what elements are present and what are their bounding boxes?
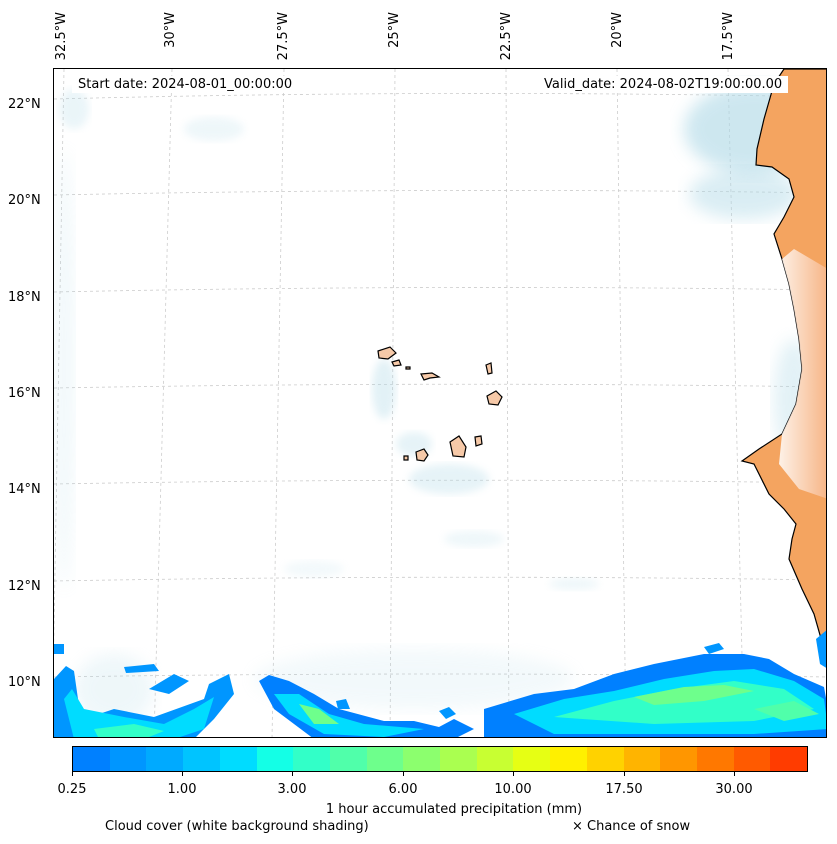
gridline-lat bbox=[54, 287, 826, 293]
colorbar-segment bbox=[513, 747, 551, 771]
colorbar-segment bbox=[293, 747, 330, 771]
island-maio bbox=[474, 435, 483, 447]
colorbar-segment bbox=[329, 747, 367, 771]
gridline-lat bbox=[54, 673, 826, 678]
lat-tick-label: 22°N bbox=[8, 97, 41, 112]
lon-tick-label: 22.5°W bbox=[499, 12, 514, 61]
map-canvas bbox=[54, 69, 826, 737]
colorbar-tick-label: 17.50 bbox=[605, 782, 643, 797]
start-date-label: Start date: 2024-08-01_00:00:00 bbox=[72, 76, 299, 93]
gridline-lon bbox=[389, 69, 396, 737]
island-sal bbox=[485, 362, 493, 375]
colorbar-tick-label: 30.00 bbox=[715, 782, 753, 797]
colorbar-segment bbox=[770, 747, 808, 771]
colorbar-segment bbox=[550, 747, 587, 771]
precipitation-bands bbox=[54, 630, 826, 737]
colorbar-tick-label: 1.00 bbox=[167, 782, 197, 797]
lon-tick-label: 32.5°W bbox=[54, 12, 69, 61]
colorbar-segment bbox=[440, 747, 477, 771]
gridline-lon bbox=[153, 69, 173, 737]
colorbar-segment bbox=[219, 747, 257, 771]
gridline-lat bbox=[54, 190, 826, 196]
colorbar-segment bbox=[733, 747, 771, 771]
island-santiago bbox=[449, 435, 467, 458]
colorbar-segment bbox=[586, 747, 624, 771]
gridline-lat bbox=[54, 479, 826, 485]
cape-verde-islands bbox=[377, 346, 503, 462]
island-santo-antao bbox=[377, 346, 397, 360]
colorbar-segment bbox=[660, 747, 697, 771]
colorbar-segment bbox=[696, 747, 734, 771]
colorbar-segment bbox=[476, 747, 514, 771]
island-fogo bbox=[415, 448, 429, 462]
colorbar-segment bbox=[73, 747, 110, 771]
cloud-cover-shading bbox=[54, 84, 824, 724]
colorbar-tick-label: 10.00 bbox=[494, 782, 532, 797]
island-santa-luzia bbox=[405, 366, 411, 370]
lon-tick-label: 17.5°W bbox=[721, 12, 736, 61]
gridline-lat bbox=[54, 93, 826, 100]
gridline-lon bbox=[727, 69, 745, 737]
valid-date-label: Valid_date: 2024-08-02T19:00:00.00 bbox=[538, 76, 789, 93]
island-boa-vista bbox=[486, 390, 503, 406]
island-brava bbox=[403, 455, 409, 461]
snow-legend: × Chance of snow bbox=[572, 819, 691, 834]
colorbar-segment bbox=[256, 747, 294, 771]
lon-tick-label: 27.5°W bbox=[276, 12, 291, 61]
colorbar-title: 1 hour accumulated precipitation (mm) bbox=[325, 802, 583, 817]
cloud-cover-legend: Cloud cover (white background shading) bbox=[105, 819, 369, 834]
colorbar-segment bbox=[366, 747, 404, 771]
lat-tick-label: 18°N bbox=[8, 290, 41, 305]
gridline-lon bbox=[505, 69, 510, 737]
colorbar-tick-label: 6.00 bbox=[388, 782, 418, 797]
colorbar-tick-label: 0.25 bbox=[57, 782, 87, 797]
island-sao-nicolau bbox=[420, 372, 441, 381]
colorbar-tick-label: 3.00 bbox=[277, 782, 307, 797]
island-sao-vicente bbox=[391, 359, 402, 367]
gridline-lat bbox=[54, 576, 826, 582]
lon-tick-label: 25°W bbox=[387, 12, 402, 48]
colorbar-segment bbox=[109, 747, 147, 771]
lat-tick-label: 16°N bbox=[8, 386, 41, 401]
lat-tick-label: 12°N bbox=[8, 579, 41, 594]
colorbar-segment bbox=[146, 747, 184, 771]
precipitation-colorbar bbox=[72, 746, 808, 772]
colorbar-segment bbox=[623, 747, 661, 771]
lon-tick-label: 30°W bbox=[163, 12, 178, 48]
gridline-lat bbox=[54, 383, 826, 389]
gridlines bbox=[54, 69, 826, 737]
lon-tick-label: 20°W bbox=[610, 12, 625, 48]
colorbar-segment bbox=[183, 747, 220, 771]
gridline-lon bbox=[616, 69, 627, 737]
map-panel bbox=[53, 68, 827, 738]
lat-tick-label: 20°N bbox=[8, 193, 41, 208]
gridline-lon bbox=[271, 69, 285, 737]
lat-tick-label: 10°N bbox=[8, 675, 41, 690]
colorbar-segment bbox=[403, 747, 441, 771]
lat-tick-label: 14°N bbox=[8, 482, 41, 497]
